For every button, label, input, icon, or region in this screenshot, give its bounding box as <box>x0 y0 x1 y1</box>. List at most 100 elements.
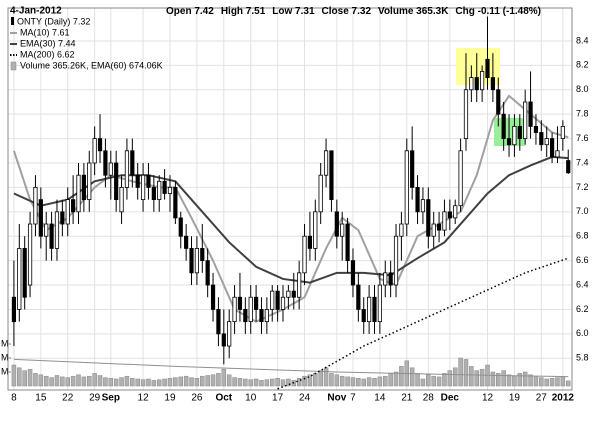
candle-body <box>232 296 237 323</box>
volume-bar <box>313 373 318 387</box>
volume-bar <box>415 373 420 387</box>
volume-tick-label: M <box>1 338 9 348</box>
candle-body <box>361 309 366 323</box>
x-tick-label: 12 <box>138 393 150 404</box>
volume-bar <box>275 378 280 387</box>
grid: 5.8 6.0 6.2 6.4 6.6 6.8 7.0 7.2 7.4 7.6 7.8 8.0 8.2 8… <box>8 8 589 404</box>
volume-bar <box>469 366 474 387</box>
volume-bar <box>528 374 533 387</box>
indicator-line <box>13 155 569 284</box>
candle-body <box>135 174 140 188</box>
volume-bar <box>447 370 453 387</box>
candle-body <box>426 199 431 237</box>
y-tick-label: 6.4 <box>576 279 589 289</box>
candle-body <box>162 180 167 194</box>
volume-bar <box>27 368 33 387</box>
volume-bar <box>43 375 49 387</box>
candle-body <box>533 125 539 133</box>
volume-bar <box>167 378 173 387</box>
candle-body <box>458 150 463 207</box>
volume-bar <box>140 379 146 387</box>
x-tick-label: 24 <box>299 393 311 404</box>
volume-bar <box>286 378 291 387</box>
volume-bar <box>178 376 184 387</box>
plot-frame <box>7 7 573 391</box>
volume-bar <box>173 377 178 387</box>
x-tick-label: 29 <box>89 393 101 404</box>
candle-body <box>517 125 522 139</box>
volume-bar <box>60 376 65 387</box>
candle-body <box>539 132 544 146</box>
volume-bar <box>17 367 22 387</box>
candle-body <box>356 284 361 310</box>
candle-body <box>404 150 409 225</box>
candle-body <box>297 272 302 298</box>
volume-bar <box>496 373 501 387</box>
volume-bar <box>183 375 189 387</box>
candle-body <box>318 174 323 213</box>
volume-bar <box>377 376 383 387</box>
legend-icon <box>11 17 14 25</box>
volume-bar <box>436 376 442 387</box>
x-tick-label: 7 <box>350 393 356 404</box>
candle-body <box>453 205 458 219</box>
volume-bar <box>162 378 167 387</box>
candle-body <box>264 309 269 323</box>
candle-body <box>221 333 226 347</box>
candle-body <box>184 235 189 249</box>
volume-bar <box>232 377 237 387</box>
volume-bar <box>409 367 415 387</box>
volume-bar <box>517 373 523 387</box>
volume-bar <box>512 375 517 387</box>
volume-bar <box>103 377 108 387</box>
candle-body <box>194 248 199 274</box>
candle-body <box>367 296 372 323</box>
quote-header: Open 7.42 High 7.51 Low 7.31 Close 7.32 Volu… <box>166 6 541 17</box>
candle-body <box>71 199 76 213</box>
candle-body <box>447 211 452 219</box>
volume-panel: MMM <box>1 338 571 387</box>
candle-body <box>490 77 495 91</box>
header-item: Low 7.31 <box>272 6 315 17</box>
candle-body <box>173 187 178 219</box>
candle-body <box>555 150 560 158</box>
volume-tick-label: M <box>1 366 9 376</box>
candle-body <box>399 223 404 237</box>
candle-body <box>167 187 173 194</box>
volume-bar <box>194 378 200 387</box>
candle-body <box>22 248 27 298</box>
candle-body <box>97 138 103 152</box>
candle-body <box>291 290 296 298</box>
candle-body <box>270 290 275 310</box>
candle-body <box>27 223 33 286</box>
candle-body <box>130 150 135 176</box>
volume-bar <box>156 379 162 387</box>
candle-body <box>44 223 49 237</box>
candle-body <box>420 199 426 213</box>
candle-body <box>76 174 81 213</box>
volume-bar <box>108 378 114 387</box>
candle-body <box>388 272 393 286</box>
candle-body <box>124 150 130 188</box>
y-tick-label: 7.2 <box>576 182 589 192</box>
volume-bar <box>130 378 135 387</box>
candle-body <box>178 217 183 237</box>
header-item: Chg -0.11 (-1.48%) <box>455 6 541 17</box>
volume-bar <box>253 378 259 387</box>
candle-body <box>259 309 264 323</box>
volume-bar <box>361 378 366 387</box>
volume-bar <box>248 379 253 387</box>
candle-body <box>372 296 377 323</box>
volume-bar <box>119 377 124 387</box>
candle-body <box>92 138 97 164</box>
volume-bar <box>97 375 103 387</box>
volume-bar <box>11 364 17 387</box>
x-tick-label: 17 <box>272 393 284 404</box>
legend-swatch <box>10 61 17 71</box>
candle-body <box>49 223 54 249</box>
x-tick-label: Sep <box>102 393 120 404</box>
candle-body <box>275 290 280 310</box>
volume-bar <box>259 380 264 387</box>
candle-body <box>87 162 92 201</box>
